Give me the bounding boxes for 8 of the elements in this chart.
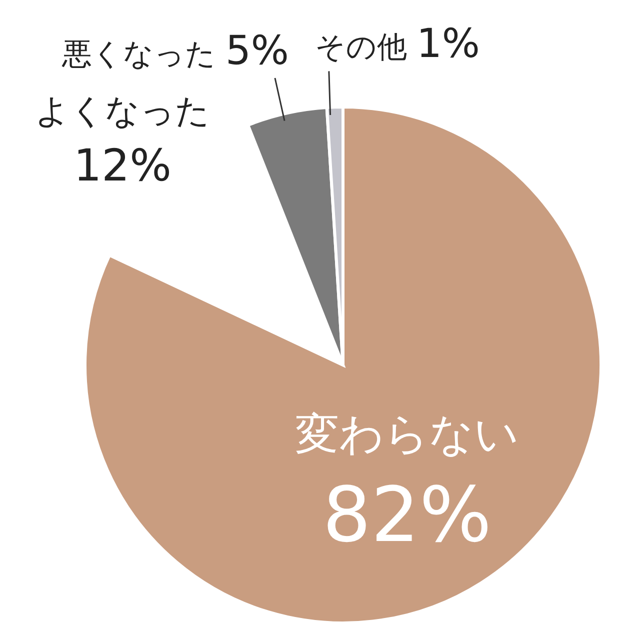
data-label: 5% xyxy=(225,28,289,74)
slice-label: よくなった xyxy=(35,92,210,132)
data-label: 1% xyxy=(416,21,480,68)
data-label: 82% xyxy=(322,470,492,559)
slice-label: 変わらない xyxy=(295,408,520,460)
slice-label: 悪くなった xyxy=(60,37,226,72)
data-label: 12% xyxy=(74,140,172,192)
slice-label: その他 xyxy=(314,30,416,66)
